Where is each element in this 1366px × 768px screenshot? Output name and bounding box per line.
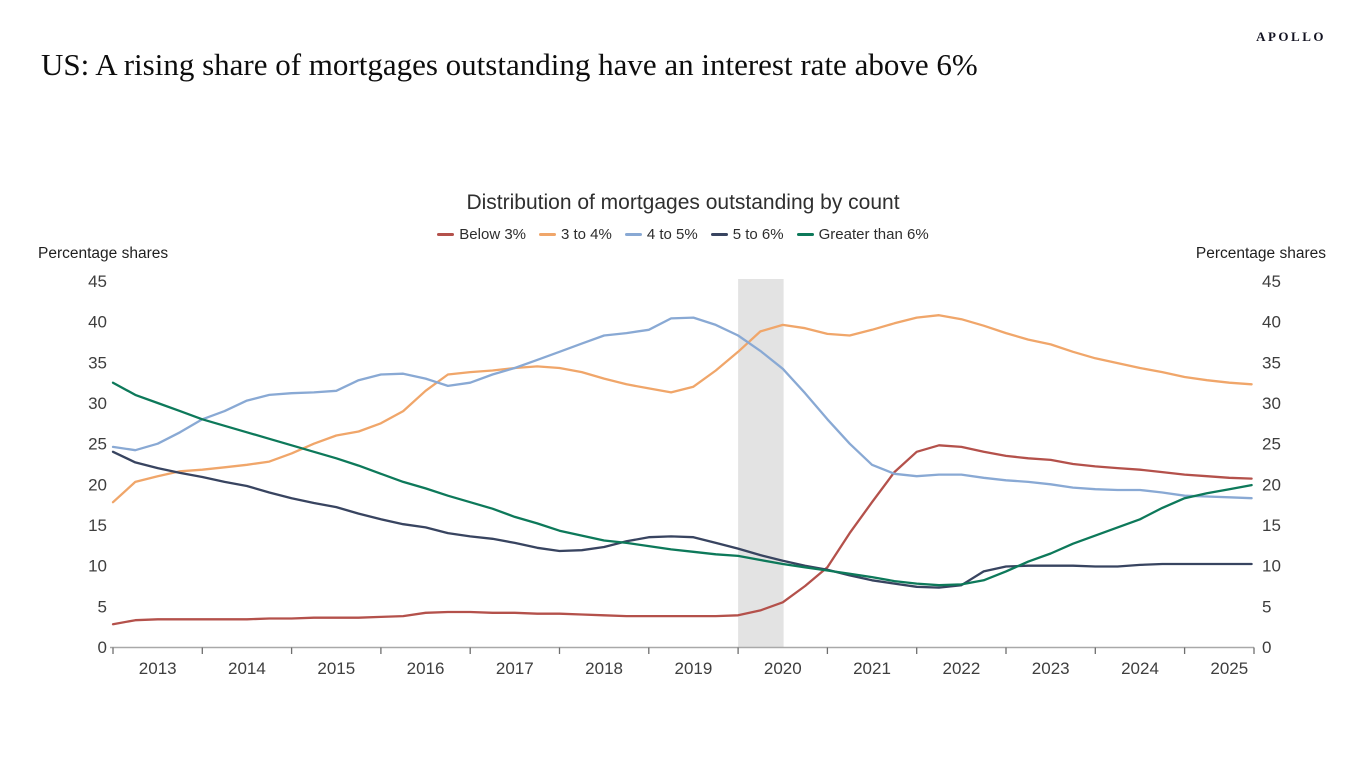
legend-item-4-to-5: 4 to 5% bbox=[624, 226, 698, 243]
line-5-to-6 bbox=[111, 450, 1253, 589]
legend-label: Greater than 6% bbox=[818, 226, 929, 243]
line-4-to-5 bbox=[111, 316, 1253, 500]
line-3-to-4 bbox=[111, 314, 1253, 504]
legend-label: Below 3% bbox=[459, 226, 526, 243]
legend-label: 3 to 4% bbox=[561, 226, 612, 243]
x-tick-label: 2023 bbox=[1032, 659, 1070, 678]
legend-swatch-above-6 bbox=[796, 233, 814, 236]
x-tick-label: 2018 bbox=[585, 659, 623, 678]
x-tick-label: 2020 bbox=[764, 659, 802, 678]
chart-title: Distribution of mortgages outstanding by… bbox=[466, 191, 900, 214]
chart-legend: Below 3% 3 to 4% 4 to 5% 5 to 6% Greater tha… bbox=[0, 226, 1366, 243]
legend-item-below-3: Below 3% bbox=[437, 226, 526, 243]
y-tick-label-left: 0 bbox=[98, 638, 107, 657]
y-axis-label-left: Percentage shares bbox=[38, 245, 169, 262]
x-tick-label: 2019 bbox=[674, 659, 712, 678]
apollo-logo: APOLLO bbox=[1256, 29, 1326, 44]
y-tick-label-left: 45 bbox=[88, 272, 107, 291]
y-tick-label-right: 20 bbox=[1262, 475, 1281, 494]
x-tick-label: 2025 bbox=[1210, 659, 1248, 678]
legend-label: 5 to 6% bbox=[732, 226, 784, 243]
y-tick-label-right: 35 bbox=[1262, 353, 1281, 372]
legend-item-above-6: Greater than 6% bbox=[796, 226, 929, 243]
x-tick-label: 2013 bbox=[139, 659, 177, 678]
line-below-3 bbox=[111, 444, 1253, 626]
y-axis-label-right: Percentage shares bbox=[1195, 245, 1326, 262]
y-tick-label-right: 15 bbox=[1262, 516, 1281, 535]
x-tick-label: 2024 bbox=[1121, 659, 1159, 678]
legend-swatch-4-to-5 bbox=[624, 233, 642, 236]
x-tick-label: 2016 bbox=[407, 659, 445, 678]
y-tick-label-right: 30 bbox=[1262, 394, 1281, 413]
x-tick-label: 2021 bbox=[853, 659, 891, 678]
x-tick-label: 2017 bbox=[496, 659, 534, 678]
y-tick-label-left: 25 bbox=[88, 435, 107, 454]
y-tick-label-left: 30 bbox=[88, 394, 107, 413]
legend-label: 4 to 5% bbox=[646, 226, 698, 243]
y-tick-label-right: 0 bbox=[1262, 638, 1271, 657]
x-tick-label: 2015 bbox=[317, 659, 355, 678]
y-tick-label-right: 45 bbox=[1262, 272, 1281, 291]
legend-item-3-to-4: 3 to 4% bbox=[539, 226, 612, 243]
y-tick-label-right: 25 bbox=[1262, 435, 1281, 454]
y-tick-label-right: 40 bbox=[1262, 313, 1281, 332]
y-tick-label-left: 35 bbox=[88, 353, 107, 372]
legend-item-5-to-6: 5 to 6% bbox=[710, 226, 784, 243]
legend-swatch-3-to-4 bbox=[539, 233, 556, 236]
legend-swatch-5-to-6 bbox=[710, 233, 728, 236]
y-tick-label-left: 20 bbox=[88, 475, 107, 494]
y-tick-label-left: 10 bbox=[88, 557, 107, 576]
y-tick-label-right: 10 bbox=[1262, 557, 1281, 576]
recession-band bbox=[738, 279, 784, 647]
y-tick-label-left: 5 bbox=[98, 597, 107, 616]
x-tick-label: 2014 bbox=[228, 659, 266, 678]
page-title: US: A rising share of mortgages outstand… bbox=[41, 47, 978, 82]
y-tick-label-left: 15 bbox=[88, 516, 107, 535]
x-tick-label: 2022 bbox=[942, 659, 980, 678]
legend-swatch-below-3 bbox=[437, 233, 455, 236]
y-tick-label-left: 40 bbox=[88, 313, 107, 332]
line-above-6 bbox=[111, 381, 1253, 587]
y-tick-label-right: 5 bbox=[1262, 597, 1271, 616]
